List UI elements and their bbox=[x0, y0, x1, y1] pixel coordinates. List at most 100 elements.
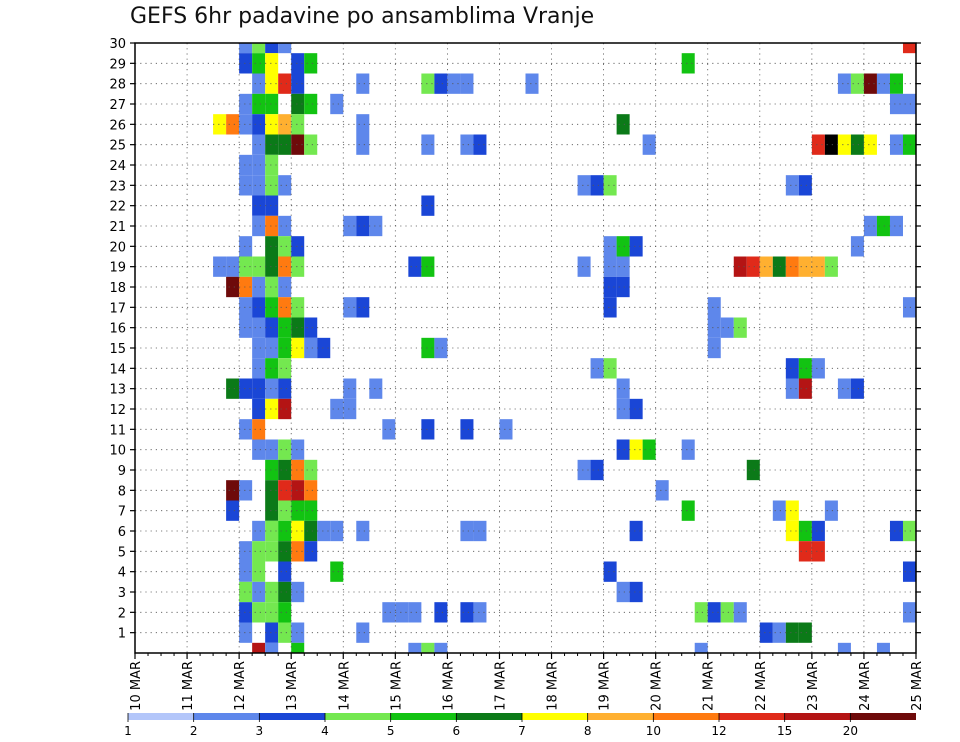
heatmap-cell bbox=[603, 297, 617, 318]
heatmap-cell bbox=[239, 175, 253, 196]
heatmap-cell bbox=[395, 602, 409, 623]
heatmap-cell bbox=[772, 500, 786, 521]
heatmap-cell bbox=[655, 480, 669, 501]
heatmap-cell bbox=[239, 53, 253, 74]
heatmap-cell bbox=[226, 378, 240, 399]
heatmap-cell bbox=[278, 134, 292, 155]
heatmap-cell bbox=[902, 43, 916, 54]
heatmap-cell bbox=[811, 520, 825, 542]
heatmap-cell bbox=[798, 256, 812, 277]
heatmap-cell bbox=[837, 378, 851, 399]
heatmap-cell bbox=[252, 439, 266, 460]
heatmap-cell bbox=[629, 581, 643, 603]
heatmap-cell bbox=[785, 520, 799, 542]
heatmap-cell bbox=[252, 317, 266, 338]
heatmap-cell bbox=[278, 480, 292, 501]
heatmap-cell bbox=[291, 500, 305, 521]
heatmap-cell bbox=[408, 642, 422, 653]
x-tick-label: 13 MAR bbox=[285, 661, 300, 711]
heatmap-cell bbox=[304, 337, 318, 359]
x-tick-label: 18 MAR bbox=[546, 661, 561, 711]
heatmap-cell bbox=[278, 398, 292, 420]
heatmap-cell bbox=[707, 337, 721, 359]
y-tick-label: 5 bbox=[118, 545, 126, 560]
y-tick-label: 15 bbox=[109, 342, 126, 357]
y-tick-label: 8 bbox=[118, 484, 126, 499]
y-tick-label: 10 bbox=[109, 444, 126, 459]
heatmap-cell bbox=[278, 337, 292, 359]
heatmap-cell bbox=[252, 43, 266, 54]
heatmap-cell bbox=[434, 73, 448, 94]
heatmap-cell bbox=[291, 642, 305, 653]
cells-layer bbox=[213, 43, 916, 653]
heatmap-cell bbox=[252, 642, 266, 653]
heatmap-cell bbox=[278, 215, 292, 237]
y-tick-label: 27 bbox=[109, 98, 126, 113]
heatmap-cell bbox=[252, 398, 266, 420]
heatmap-cell bbox=[265, 256, 279, 277]
y-tick-label: 18 bbox=[109, 281, 126, 296]
heatmap-cell bbox=[278, 114, 292, 135]
heatmap-cell bbox=[577, 175, 591, 196]
heatmap-cell bbox=[421, 195, 435, 216]
heatmap-cell bbox=[616, 378, 630, 399]
y-tick-label: 28 bbox=[109, 78, 126, 93]
heatmap-cell bbox=[252, 337, 266, 359]
heatmap-cell bbox=[291, 53, 305, 74]
heatmap-cell bbox=[421, 642, 435, 653]
x-tick-label: 20 MAR bbox=[650, 661, 665, 711]
heatmap-cell bbox=[291, 93, 305, 115]
heatmap-cell bbox=[616, 114, 630, 135]
heatmap-cell bbox=[304, 134, 318, 155]
heatmap-cell bbox=[252, 297, 266, 318]
chart-title: GEFS 6hr padavine po ansamblima Vranje bbox=[130, 4, 595, 29]
heatmap-cell bbox=[226, 276, 240, 298]
heatmap-cell bbox=[629, 520, 643, 542]
heatmap-cell bbox=[291, 439, 305, 460]
heatmap-cell bbox=[265, 358, 279, 379]
heatmap-cell bbox=[356, 114, 370, 135]
heatmap-cell bbox=[421, 256, 435, 277]
heatmap-cell bbox=[252, 73, 266, 94]
legend-label: 5 bbox=[387, 724, 395, 738]
heatmap-cell bbox=[291, 459, 305, 481]
heatmap-cell bbox=[421, 73, 435, 94]
heatmap-cell bbox=[330, 561, 344, 582]
x-tick-label: 10 MAR bbox=[129, 661, 144, 711]
heatmap-cell bbox=[785, 256, 799, 277]
heatmap-cell bbox=[616, 256, 630, 277]
heatmap-cell bbox=[291, 317, 305, 338]
y-tick-label: 13 bbox=[109, 383, 126, 398]
heatmap-cell bbox=[733, 256, 747, 277]
heatmap-cell bbox=[902, 93, 916, 115]
heatmap-cell bbox=[876, 215, 890, 237]
legend-swatch bbox=[259, 713, 325, 720]
heatmap-cell bbox=[278, 500, 292, 521]
heatmap-cell bbox=[291, 256, 305, 277]
heatmap-cell bbox=[265, 378, 279, 399]
x-tick-label: 24 MAR bbox=[858, 661, 873, 711]
heatmap-cell bbox=[863, 134, 877, 155]
heatmap-cell bbox=[278, 622, 292, 643]
heatmap-cell bbox=[382, 602, 396, 623]
heatmap-cell bbox=[460, 73, 474, 94]
heatmap-cell bbox=[265, 43, 279, 54]
heatmap-cell bbox=[863, 215, 877, 237]
heatmap-cell bbox=[252, 358, 266, 379]
legend-label: 8 bbox=[584, 724, 592, 738]
legend-label: 15 bbox=[777, 724, 792, 738]
heatmap-cell bbox=[785, 378, 799, 399]
heatmap-cell bbox=[278, 378, 292, 399]
heatmap-cell bbox=[473, 134, 487, 155]
grid-layer bbox=[135, 43, 916, 653]
heatmap-cell bbox=[356, 73, 370, 94]
heatmap-cell bbox=[681, 500, 695, 521]
heatmap-cell bbox=[265, 134, 279, 155]
heatmap-cell bbox=[603, 561, 617, 582]
heatmap-cell bbox=[239, 378, 253, 399]
heatmap-cell bbox=[239, 581, 253, 603]
heatmap-cell bbox=[707, 297, 721, 318]
heatmap-cell bbox=[603, 358, 617, 379]
y-tick-label: 25 bbox=[109, 139, 126, 154]
